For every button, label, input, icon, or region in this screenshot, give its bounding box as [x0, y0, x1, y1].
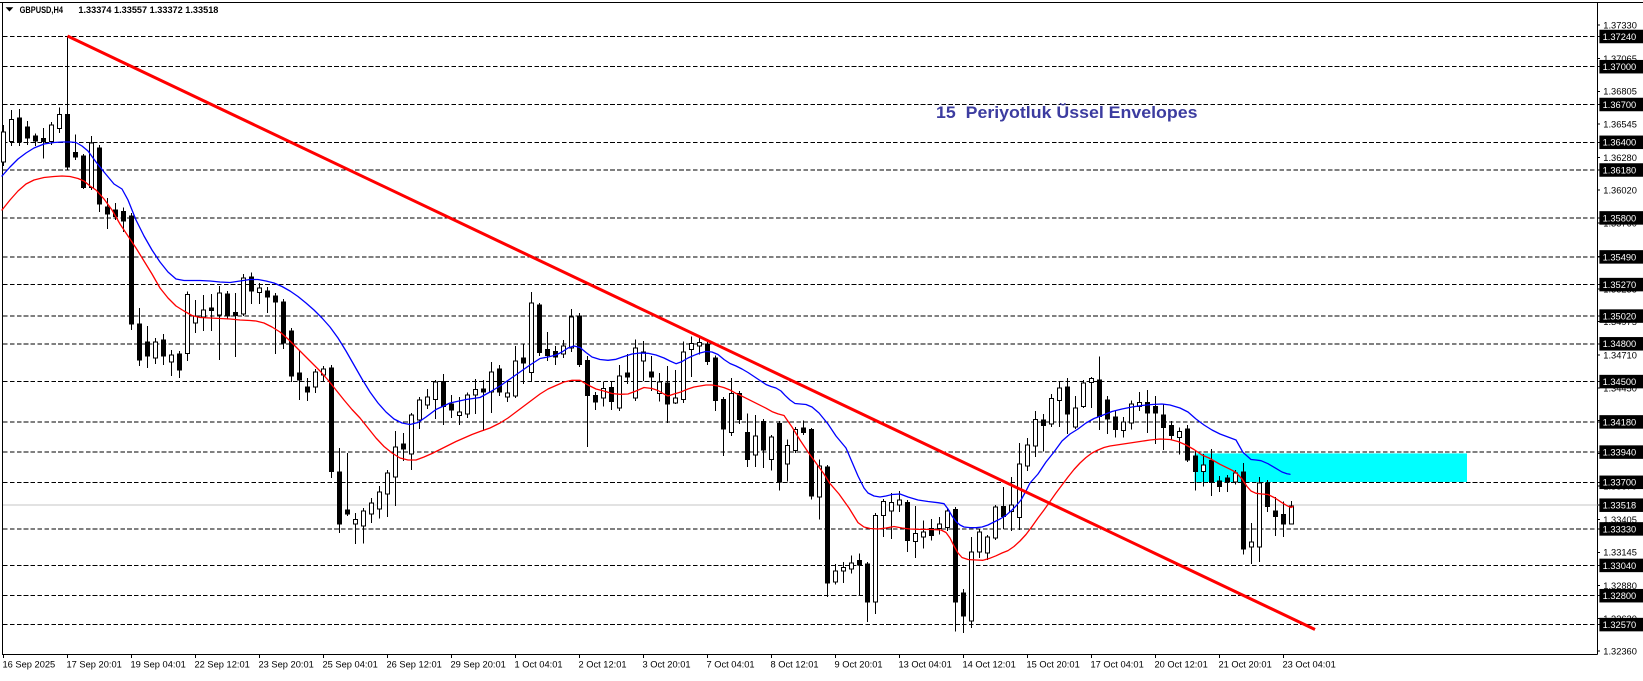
svg-text:1.36180: 1.36180 [1603, 165, 1637, 175]
svg-text:1.35800: 1.35800 [1603, 213, 1637, 223]
svg-text:29 Sep 20:01: 29 Sep 20:01 [451, 660, 506, 670]
svg-text:1.33518: 1.33518 [1603, 501, 1637, 511]
svg-text:1.36805: 1.36805 [1603, 87, 1637, 97]
svg-text:20 Oct 12:01: 20 Oct 12:01 [1155, 660, 1208, 670]
svg-text:1.35020: 1.35020 [1603, 312, 1637, 322]
svg-text:13 Oct 04:01: 13 Oct 04:01 [899, 660, 952, 670]
svg-text:1.33145: 1.33145 [1603, 548, 1637, 558]
svg-text:1.37330: 1.37330 [1603, 21, 1637, 31]
svg-text:1.33405: 1.33405 [1603, 515, 1637, 525]
svg-text:14 Oct 12:01: 14 Oct 12:01 [963, 660, 1016, 670]
svg-text:1.37000: 1.37000 [1603, 62, 1637, 72]
svg-text:1.32360: 1.32360 [1603, 647, 1637, 657]
svg-text:1.36400: 1.36400 [1603, 138, 1637, 148]
svg-text:26 Sep 12:01: 26 Sep 12:01 [387, 660, 442, 670]
svg-text:16 Sep 2025: 16 Sep 2025 [3, 660, 56, 670]
svg-text:1.34710: 1.34710 [1603, 351, 1637, 361]
svg-text:21 Oct 20:01: 21 Oct 20:01 [1219, 660, 1272, 670]
svg-text:2 Oct 12:01: 2 Oct 12:01 [579, 660, 627, 670]
svg-text:1.34180: 1.34180 [1603, 417, 1637, 427]
svg-text:GBPUSD,H4: GBPUSD,H4 [20, 5, 64, 15]
svg-text:15 Oct 20:01: 15 Oct 20:01 [1027, 660, 1080, 670]
svg-text:23 Sep 20:01: 23 Sep 20:01 [259, 660, 314, 670]
svg-text:1.34500: 1.34500 [1603, 377, 1637, 387]
svg-text:1 Oct 04:01: 1 Oct 04:01 [515, 660, 563, 670]
svg-text:17 Sep 20:01: 17 Sep 20:01 [67, 660, 122, 670]
svg-text:1.33940: 1.33940 [1603, 448, 1637, 458]
svg-text:15 Periyotluk Ŭssel Envelopes: 15 Periyotluk Ŭssel Envelopes [936, 103, 1198, 122]
svg-text:1.32800: 1.32800 [1603, 591, 1637, 601]
svg-text:22 Sep 12:01: 22 Sep 12:01 [195, 660, 250, 670]
svg-text:1.33374 1.33557 1.33372 1.3351: 1.33374 1.33557 1.33372 1.33518 [78, 5, 218, 15]
svg-text:1.37065: 1.37065 [1603, 54, 1637, 64]
svg-text:7 Oct 04:01: 7 Oct 04:01 [707, 660, 755, 670]
svg-text:1.35490: 1.35490 [1603, 252, 1637, 262]
svg-text:1.37240: 1.37240 [1603, 32, 1637, 42]
svg-text:23 Oct 04:01: 23 Oct 04:01 [1283, 660, 1336, 670]
svg-text:8 Oct 12:01: 8 Oct 12:01 [771, 660, 819, 670]
svg-text:1.32880: 1.32880 [1603, 581, 1637, 591]
svg-text:1.36280: 1.36280 [1603, 153, 1637, 163]
svg-text:17 Oct 04:01: 17 Oct 04:01 [1091, 660, 1144, 670]
svg-text:1.33330: 1.33330 [1603, 524, 1637, 534]
svg-text:9 Oct 20:01: 9 Oct 20:01 [835, 660, 883, 670]
svg-text:1.33040: 1.33040 [1603, 561, 1637, 571]
svg-text:1.36020: 1.36020 [1603, 186, 1637, 196]
svg-text:19 Sep 04:01: 19 Sep 04:01 [131, 660, 186, 670]
svg-text:1.32570: 1.32570 [1603, 620, 1637, 630]
svg-text:1.36545: 1.36545 [1603, 119, 1637, 129]
svg-text:1.35270: 1.35270 [1603, 280, 1637, 290]
svg-text:1.36700: 1.36700 [1603, 100, 1637, 110]
svg-text:3 Oct 20:01: 3 Oct 20:01 [643, 660, 691, 670]
svg-text:1.34800: 1.34800 [1603, 339, 1637, 349]
svg-text:1.33700: 1.33700 [1603, 478, 1637, 488]
svg-text:25 Sep 04:01: 25 Sep 04:01 [323, 660, 378, 670]
